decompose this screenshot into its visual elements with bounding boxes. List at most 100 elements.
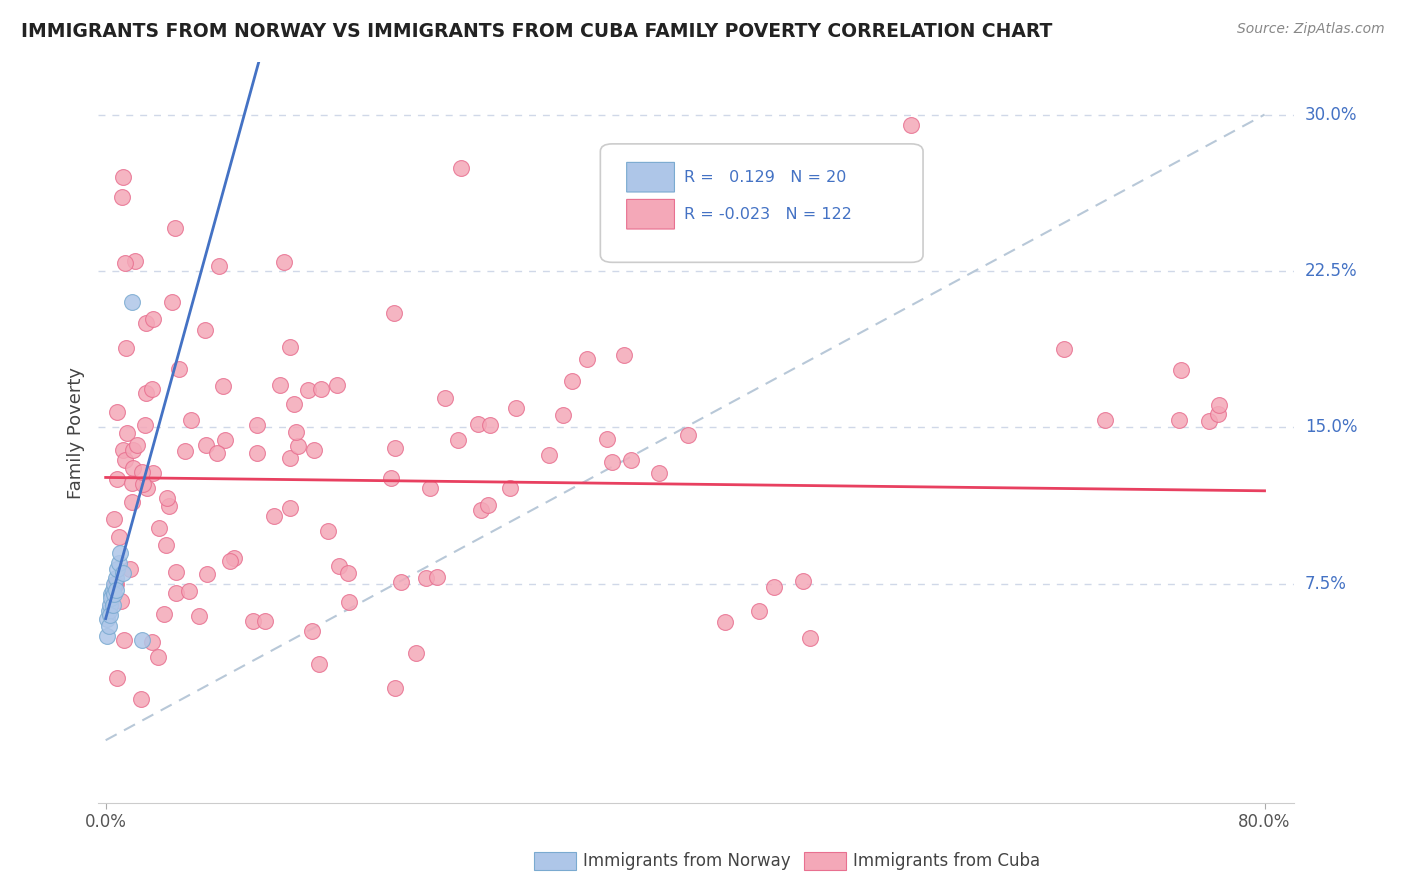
Point [283, 397, 305, 411]
Point [115, 426, 138, 441]
Point [214, 433, 236, 447]
Point [263, 509, 285, 524]
Point [112, 442, 135, 457]
Point [146, 650, 169, 665]
FancyBboxPatch shape [627, 200, 675, 229]
Point [187, 609, 209, 624]
Point [141, 635, 163, 649]
Point [551, 408, 574, 422]
Point [118, 562, 141, 576]
Point [382, 306, 405, 320]
Point [1094, 413, 1116, 427]
Point [114, 452, 136, 467]
Point [328, 559, 350, 574]
Point [121, 442, 143, 457]
Point [337, 566, 360, 581]
Point [218, 554, 240, 568]
Point [129, 691, 152, 706]
Text: Source: ZipAtlas.com: Source: ZipAtlas.com [1237, 22, 1385, 37]
Point [900, 118, 922, 132]
Point [103, 577, 125, 591]
Point [648, 466, 671, 480]
Point [148, 521, 170, 535]
Point [131, 633, 153, 648]
Point [141, 311, 163, 326]
Point [141, 382, 163, 396]
Point [405, 646, 427, 660]
Y-axis label: Family Poverty: Family Poverty [66, 367, 84, 499]
Point [165, 586, 187, 600]
Point [308, 657, 330, 671]
Point [212, 379, 235, 393]
Text: Immigrants from Norway: Immigrants from Norway [583, 852, 792, 870]
Point [96, 612, 118, 626]
Point [1198, 414, 1220, 428]
Point [470, 503, 492, 517]
Point [112, 633, 135, 648]
Point [96, 629, 118, 643]
Point [433, 391, 456, 405]
Point [224, 550, 246, 565]
Point [337, 595, 360, 609]
Point [98, 598, 121, 612]
Point [285, 425, 308, 440]
Point [1208, 398, 1230, 412]
Point [499, 482, 522, 496]
Point [419, 481, 441, 495]
Point [326, 377, 349, 392]
Text: Immigrants from Cuba: Immigrants from Cuba [853, 852, 1040, 870]
Point [115, 342, 138, 356]
Point [748, 604, 770, 618]
Text: 7.5%: 7.5% [1305, 574, 1347, 593]
Point [425, 569, 447, 583]
Point [105, 671, 128, 685]
Point [177, 584, 200, 599]
Point [467, 417, 489, 432]
Point [103, 587, 125, 601]
Text: R = -0.023   N = 122: R = -0.023 N = 122 [685, 207, 852, 222]
Point [676, 428, 699, 442]
Point [763, 580, 786, 594]
Point [134, 418, 156, 433]
Point [477, 498, 499, 512]
Point [121, 461, 143, 475]
Point [156, 491, 179, 505]
Point [575, 351, 598, 366]
Point [107, 556, 129, 570]
Text: 22.5%: 22.5% [1305, 262, 1357, 280]
Text: 15.0%: 15.0% [1305, 418, 1357, 436]
Point [389, 574, 412, 589]
Point [97, 604, 120, 618]
Point [153, 607, 176, 621]
Point [105, 472, 128, 486]
Point [380, 471, 402, 485]
Point [165, 565, 187, 579]
Point [613, 348, 636, 362]
Point [595, 432, 617, 446]
Point [104, 583, 127, 598]
Point [415, 571, 437, 585]
Point [163, 221, 186, 235]
Point [384, 441, 406, 455]
Point [105, 562, 128, 576]
Point [602, 455, 624, 469]
Point [318, 524, 340, 538]
Point [253, 615, 276, 629]
Point [112, 566, 135, 581]
Point [180, 412, 202, 426]
Point [194, 323, 217, 337]
Point [157, 500, 180, 514]
Point [269, 378, 291, 392]
Point [1168, 413, 1191, 427]
Point [173, 443, 195, 458]
Point [103, 512, 125, 526]
Point [108, 545, 131, 559]
Point [1053, 343, 1076, 357]
FancyBboxPatch shape [600, 144, 922, 262]
Point [108, 530, 131, 544]
Point [287, 439, 309, 453]
Point [799, 631, 821, 645]
Point [155, 537, 177, 551]
Text: 30.0%: 30.0% [1305, 105, 1357, 124]
Point [131, 465, 153, 479]
